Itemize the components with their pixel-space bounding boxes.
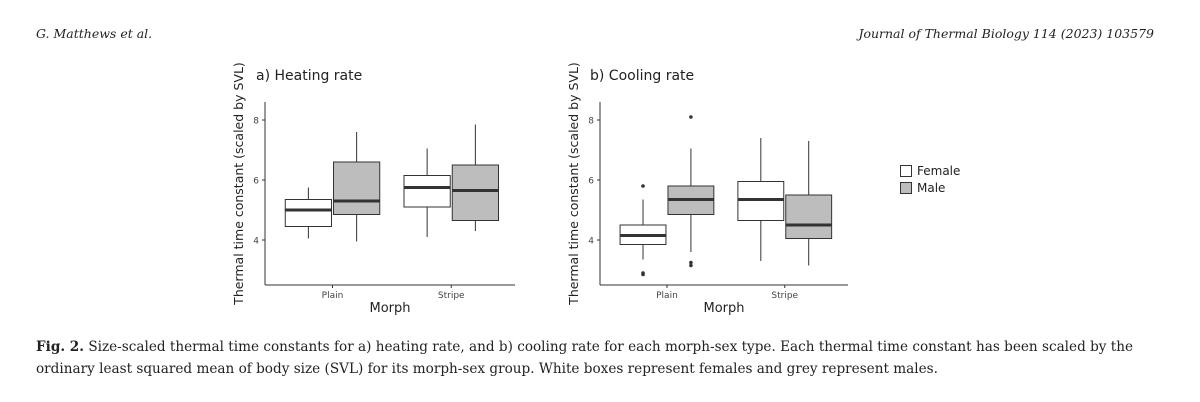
y-tick-label: 8 bbox=[588, 117, 594, 127]
y-tick-label: 6 bbox=[588, 177, 594, 187]
legend-label-male: Male bbox=[917, 180, 946, 195]
chart-title: b) Cooling rate bbox=[590, 68, 694, 84]
figure-caption: Fig. 2. Size-scaled thermal time constan… bbox=[36, 336, 1154, 380]
box-male-plain bbox=[333, 161, 381, 215]
figure-panels: a) Heating rate 4 6 8 Plain Stripe Morph Therma… bbox=[231, 62, 848, 316]
box-male-stripe bbox=[451, 164, 499, 221]
legend-swatch-female bbox=[900, 164, 912, 177]
x-axis-label: Morph bbox=[703, 301, 744, 316]
x-axis-label: Morph bbox=[369, 301, 410, 316]
outlier-female-plain bbox=[641, 184, 645, 188]
caption-label: Fig. 2. bbox=[36, 339, 84, 355]
y-tick-label: 4 bbox=[588, 237, 594, 247]
legend: Female Male bbox=[900, 162, 960, 196]
box-female-plain bbox=[284, 199, 332, 227]
legend-label-female: Female bbox=[917, 163, 961, 178]
y-tick-label: 4 bbox=[253, 237, 259, 247]
chart-title: a) Heating rate bbox=[256, 68, 362, 84]
box-male-stripe bbox=[785, 194, 833, 239]
caption-text: Size-scaled thermal time constants for a… bbox=[36, 339, 1134, 377]
outlier-female-plain bbox=[641, 271, 645, 275]
x-tick-label: Stripe bbox=[771, 291, 798, 301]
y-tick-label: 8 bbox=[253, 117, 259, 127]
legend-item-male: Male bbox=[900, 179, 960, 196]
outlier-male-plain bbox=[689, 263, 693, 268]
running-header-authors: G. Matthews et al. bbox=[36, 26, 153, 41]
legend-item-female: Female bbox=[900, 162, 960, 179]
legend-swatch-male bbox=[900, 181, 912, 194]
x-tick-label: Stripe bbox=[438, 291, 465, 301]
y-tick-label: 6 bbox=[253, 177, 259, 187]
y-axis-label: Thermal time constant (scaled by SVL) bbox=[566, 62, 581, 306]
running-header-journal: Journal of Thermal Biology 114 (2023) 10… bbox=[858, 26, 1154, 41]
chart-panel-heating: a) Heating rate 4 6 8 Plain Stripe Morph Therma… bbox=[231, 62, 515, 316]
x-tick-label: Plain bbox=[656, 291, 678, 301]
x-tick-label: Plain bbox=[322, 291, 344, 301]
box-female-stripe bbox=[403, 175, 451, 208]
outlier-male-plain bbox=[689, 260, 693, 265]
y-axis-label: Thermal time constant (scaled by SVL) bbox=[231, 62, 246, 306]
outlier-male-plain bbox=[689, 115, 693, 119]
chart-panel-cooling: b) Cooling rate 4 6 8 Plain Stripe Morph Therma… bbox=[566, 62, 848, 316]
